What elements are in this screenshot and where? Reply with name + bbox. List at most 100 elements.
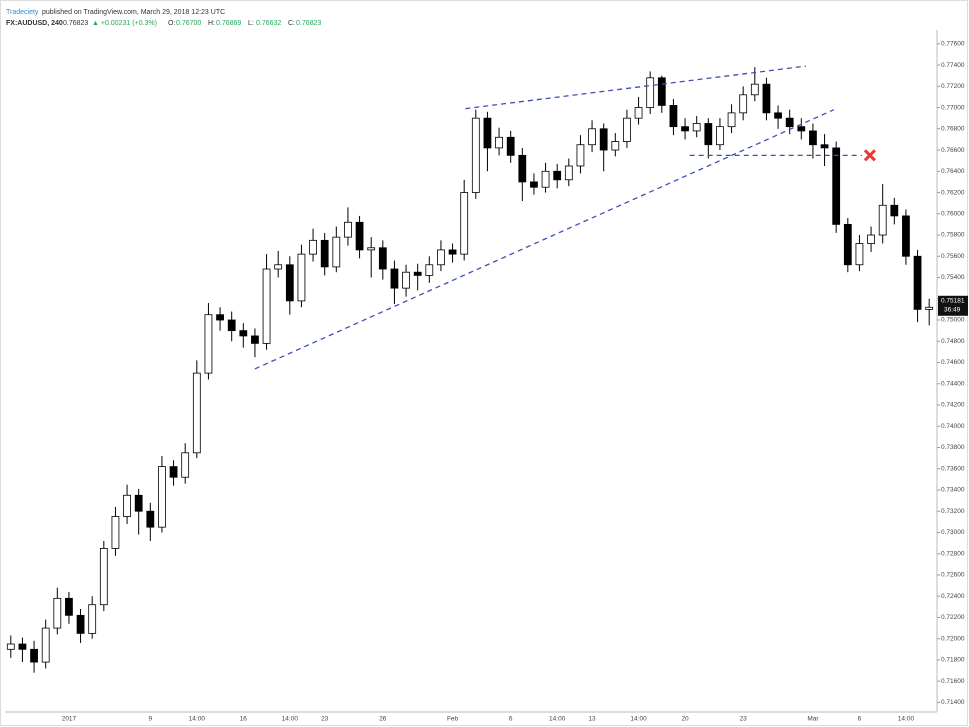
candle-body [251, 335, 259, 344]
y-tick-label: 0.77000 [941, 104, 965, 111]
candle-body [623, 117, 631, 142]
candle-body [378, 247, 387, 270]
candle-body [76, 614, 85, 634]
x-tick-label: 20 [681, 716, 689, 723]
candle-body [588, 128, 596, 146]
candle-body [925, 306, 934, 310]
y-tick-label: 0.75000 [941, 317, 965, 324]
y-tick-label: 0.72600 [941, 572, 965, 579]
candle-body [262, 268, 271, 344]
candle-body [785, 117, 794, 128]
candle-body [483, 117, 492, 149]
candle-body [495, 136, 503, 149]
candle-body [437, 249, 445, 266]
candle-body [460, 192, 469, 255]
candle-body [809, 130, 817, 146]
candle-body [681, 126, 689, 132]
candle-body [820, 144, 829, 149]
candle-body [506, 136, 515, 156]
candle-body [530, 181, 538, 188]
candle-body [564, 165, 573, 181]
y-tick-label: 0.75800 [941, 232, 965, 239]
candle-body [99, 548, 108, 606]
y-tick-label: 0.76200 [941, 189, 965, 196]
y-tick-label: 0.75400 [941, 274, 965, 281]
candle-body [41, 627, 50, 663]
candle-body [6, 643, 15, 650]
candle-body [902, 215, 910, 257]
candle-body [471, 117, 480, 193]
x-tick-label: 9 [149, 716, 153, 723]
y-tick-label: 0.77400 [941, 62, 965, 69]
x-tick-label: 23 [321, 716, 329, 723]
x-tick-label: 16 [240, 716, 248, 723]
candle-body [402, 271, 410, 289]
candle-body [216, 314, 224, 321]
candle-body [123, 494, 131, 517]
last-price-label: 0.75181 [941, 298, 965, 305]
candle-body [739, 94, 748, 114]
candle-body [878, 204, 887, 236]
candle-body [169, 466, 178, 478]
candle-body [18, 643, 27, 650]
y-tick-label: 0.71400 [941, 699, 965, 706]
x-tick-label: 14:00 [630, 716, 647, 723]
cross-marker [863, 149, 876, 162]
candle-body [646, 77, 655, 108]
ohlc-value: 0.76869 [216, 20, 241, 27]
candle-body [669, 105, 678, 128]
candle-body [867, 234, 875, 244]
y-tick-label: 0.72800 [941, 550, 965, 557]
candle-body [30, 648, 38, 663]
x-tick-label: 26 [379, 716, 387, 723]
y-tick-label: 0.76800 [941, 126, 965, 133]
candle-body [274, 264, 283, 270]
x-tick-label: Mar [807, 716, 819, 723]
x-tick-label: 2017 [62, 716, 77, 723]
x-tick-label: 14:00 [189, 716, 206, 723]
candle-body [634, 107, 643, 119]
y-tick-label: 0.72400 [941, 593, 965, 600]
ohlc-key: L: [248, 20, 254, 27]
x-tick-label: Feb [447, 716, 459, 723]
trendline [254, 109, 835, 370]
y-tick-label: 0.74000 [941, 423, 965, 430]
candle-body [65, 597, 73, 616]
y-tick-label: 0.73200 [941, 508, 965, 515]
x-tick-label: 14:00 [898, 716, 915, 723]
candle-body [158, 466, 166, 528]
x-tick-label: 6 [509, 716, 513, 723]
candle-body [774, 112, 782, 119]
x-tick-label: 23 [740, 716, 748, 723]
candle-body [832, 147, 841, 225]
candle-body [425, 264, 434, 276]
candle-body [576, 144, 585, 167]
candle-body [692, 123, 701, 132]
y-tick-label: 0.76000 [941, 210, 965, 217]
candle-body [297, 253, 306, 302]
candle-body [890, 204, 899, 217]
y-tick-label: 0.74800 [941, 338, 965, 345]
author[interactable]: Tradeciety [6, 9, 39, 16]
candle-body [913, 255, 922, 310]
y-tick-label: 0.76400 [941, 168, 965, 175]
y-tick-label: 0.77200 [941, 83, 965, 90]
x-tick-label: 6 [858, 716, 862, 723]
candle-body [855, 243, 864, 266]
candle-body [355, 221, 364, 251]
ohlc-key: C: [288, 20, 295, 27]
candle-body [518, 154, 527, 183]
x-tick-label: 14:00 [549, 716, 566, 723]
candle-body [367, 247, 376, 251]
candle-body [797, 126, 806, 132]
candle-body [53, 597, 62, 629]
candle-body [344, 221, 352, 238]
candle-body [134, 494, 143, 512]
y-tick-label: 0.76600 [941, 147, 965, 154]
change: ▲ +0.00231 (+0.3%) [92, 20, 157, 27]
y-tick-label: 0.73800 [941, 444, 965, 451]
candle-body [843, 224, 852, 266]
